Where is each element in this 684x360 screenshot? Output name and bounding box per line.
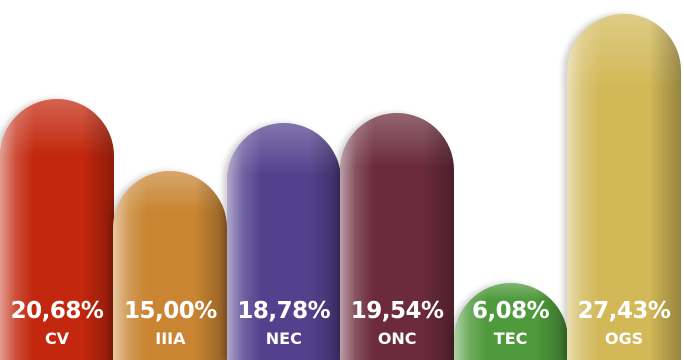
category-label: OGS bbox=[604, 329, 644, 348]
category-label: ONC bbox=[377, 329, 417, 348]
category-label: NEC bbox=[265, 329, 302, 348]
value-label: 18,78% bbox=[237, 298, 331, 324]
category-label: CV bbox=[44, 329, 70, 348]
value-label: 6,08% bbox=[471, 298, 550, 324]
bar-highlight bbox=[226, 122, 341, 360]
value-label: 15,00% bbox=[123, 298, 217, 324]
value-label: 27,43% bbox=[577, 298, 671, 324]
category-label: TEC bbox=[493, 329, 528, 348]
bar-ogs: 27,43% OGS bbox=[567, 13, 681, 360]
bar-cv: 20,68% CV bbox=[0, 98, 114, 360]
value-label: 19,54% bbox=[350, 298, 444, 324]
bar-tec: 6,08% TEC bbox=[453, 283, 568, 360]
category-label: IIIA bbox=[155, 329, 186, 348]
bar-onc: 19,54% ONC bbox=[340, 113, 455, 360]
bar-nec: 18,78% NEC bbox=[226, 122, 341, 360]
value-label: 20,68% bbox=[10, 298, 104, 324]
bar-iiia: 15,00% IIIA bbox=[113, 170, 228, 360]
